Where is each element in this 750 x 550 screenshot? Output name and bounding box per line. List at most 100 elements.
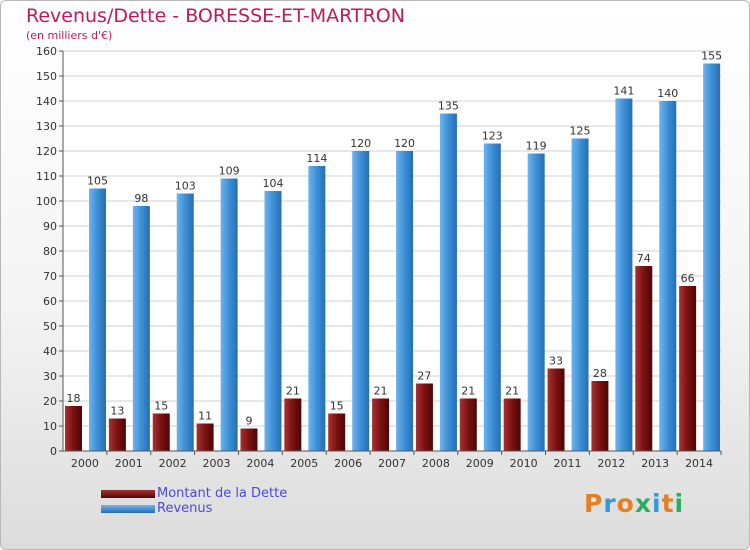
data-label-revenue: 141	[613, 85, 634, 98]
x-tick-label: 2000	[71, 457, 99, 470]
bar-debt	[284, 398, 302, 451]
data-label-revenue: 135	[438, 100, 459, 113]
data-label-revenue: 103	[175, 180, 196, 193]
x-tick-label: 2014	[685, 457, 713, 470]
data-label-revenue: 109	[219, 165, 240, 178]
legend-swatch-revenue	[101, 505, 155, 513]
x-tick-label: 2004	[246, 457, 274, 470]
data-label-debt: 21	[505, 385, 519, 398]
x-tick-label: 2010	[510, 457, 538, 470]
legend-swatch-debt	[101, 490, 155, 498]
bar-debt	[240, 428, 258, 451]
y-tick-label: 130	[36, 120, 57, 133]
bar-revenue	[571, 138, 589, 451]
y-tick-label: 30	[43, 370, 57, 383]
data-label-debt: 18	[67, 392, 81, 405]
y-tick-label: 20	[43, 395, 57, 408]
bar-debt	[635, 266, 653, 451]
x-tick-label: 2003	[203, 457, 231, 470]
data-label-revenue: 120	[394, 137, 415, 150]
bar-revenue	[89, 188, 106, 451]
data-label-revenue: 105	[87, 175, 108, 188]
data-label-revenue: 98	[134, 192, 148, 205]
y-tick-label: 80	[43, 245, 57, 258]
x-tick-label: 2008	[422, 457, 450, 470]
logo-letter: r	[603, 489, 617, 518]
bar-debt	[547, 368, 565, 451]
logo-letter: i	[652, 489, 662, 518]
data-label-debt: 9	[245, 415, 252, 428]
bar-revenue	[308, 166, 326, 451]
bar-revenue	[396, 151, 414, 451]
bar-debt	[108, 418, 126, 451]
bar-revenue	[132, 206, 150, 451]
data-label-debt: 15	[154, 400, 168, 413]
data-label-revenue: 125	[570, 125, 591, 138]
bar-debt	[152, 413, 170, 451]
bar-debt	[503, 398, 521, 451]
data-label-debt: 11	[198, 410, 212, 423]
bar-debt	[196, 423, 214, 451]
data-label-debt: 33	[549, 355, 563, 368]
legend-label-revenue: Revenus	[157, 501, 213, 516]
chart-subtitle: (en milliers d'€)	[26, 29, 113, 42]
y-tick-label: 120	[36, 145, 57, 158]
bar-revenue	[527, 153, 545, 451]
y-tick-label: 10	[43, 420, 57, 433]
y-tick-label: 140	[36, 95, 57, 108]
chart-title: Revenus/Dette - BORESSE-ET-MARTRON	[26, 5, 405, 27]
x-tick-label: 2009	[466, 457, 494, 470]
bar-revenue	[264, 191, 282, 451]
logo-letter: P	[584, 489, 604, 518]
y-tick-label: 70	[43, 270, 57, 283]
y-tick-label: 40	[43, 345, 57, 358]
y-tick-label: 0	[50, 445, 57, 458]
data-label-revenue: 155	[701, 50, 722, 63]
y-tick-label: 50	[43, 320, 57, 333]
bar-revenue	[176, 193, 194, 451]
data-label-debt: 74	[637, 252, 651, 265]
data-label-debt: 66	[681, 272, 695, 285]
logo-letter: o	[616, 489, 635, 518]
data-label-debt: 21	[286, 385, 300, 398]
y-tick-label: 110	[36, 170, 57, 183]
bar-revenue	[659, 101, 677, 451]
y-tick-label: 150	[36, 70, 57, 83]
bar-debt	[459, 398, 477, 451]
data-label-debt: 21	[374, 385, 388, 398]
logo-letter: x	[634, 489, 652, 518]
proxiti-logo: Proxiti	[584, 489, 684, 518]
data-label-debt: 13	[110, 405, 124, 418]
data-label-debt: 27	[417, 370, 431, 383]
bar-debt	[65, 406, 82, 451]
data-label-revenue: 119	[526, 140, 547, 153]
data-label-revenue: 114	[306, 152, 327, 165]
bar-debt	[372, 398, 390, 451]
y-tick-label: 90	[43, 220, 57, 233]
bar-revenue	[220, 178, 238, 451]
bar-revenue	[439, 113, 457, 451]
y-tick-label: 60	[43, 295, 57, 308]
bar-revenue	[352, 151, 370, 451]
data-label-revenue: 120	[350, 137, 371, 150]
bar-debt	[679, 286, 697, 451]
x-tick-label: 2012	[597, 457, 625, 470]
bar-debt	[328, 413, 346, 451]
x-tick-label: 2006	[334, 457, 362, 470]
logo-letter: i	[674, 489, 685, 518]
bar-debt	[415, 383, 433, 451]
x-tick-label: 2013	[641, 457, 669, 470]
data-label-debt: 21	[461, 385, 475, 398]
legend-label-debt: Montant de la Dette	[157, 486, 288, 501]
data-label-revenue: 140	[657, 87, 678, 100]
x-tick-label: 2007	[378, 457, 406, 470]
bar-revenue	[615, 98, 633, 451]
bar-revenue	[483, 143, 501, 451]
x-tick-label: 2001	[115, 457, 143, 470]
data-label-debt: 15	[330, 400, 344, 413]
x-tick-label: 2011	[553, 457, 581, 470]
bar-revenue	[703, 63, 721, 451]
y-tick-label: 100	[36, 195, 57, 208]
